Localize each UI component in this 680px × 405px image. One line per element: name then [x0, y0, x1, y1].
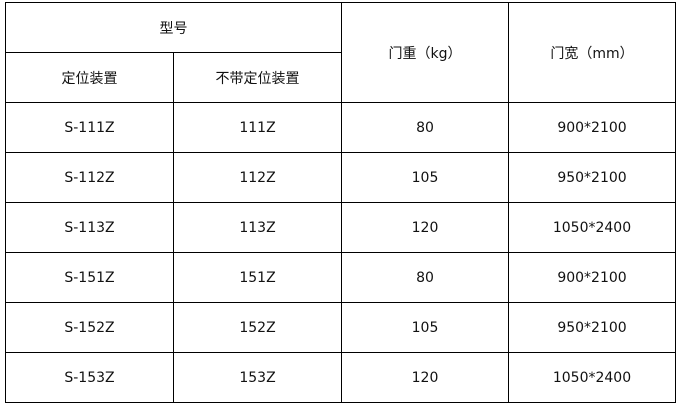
- table-row: S-112Z 112Z 105 950*2100: [5, 152, 676, 203]
- cell-door-weight: 80: [341, 102, 509, 153]
- header-door-width: 门宽（mm）: [508, 2, 676, 103]
- cell-with-positioning: S-153Z: [5, 352, 174, 403]
- header-with-positioning: 定位装置: [5, 52, 174, 103]
- table-row: S-111Z 111Z 80 900*2100: [5, 102, 676, 153]
- table-row: S-151Z 151Z 80 900*2100: [5, 252, 676, 303]
- cell-door-width: 900*2100: [508, 102, 676, 153]
- table-row: S-152Z 152Z 105 950*2100: [5, 302, 676, 353]
- cell-door-width: 1050*2400: [508, 202, 676, 253]
- header-model: 型号: [5, 2, 342, 53]
- cell-door-weight: 105: [341, 302, 509, 353]
- table-row: S-113Z 113Z 120 1050*2400: [5, 202, 676, 253]
- cell-with-positioning: S-111Z: [5, 102, 174, 153]
- cell-door-weight: 105: [341, 152, 509, 203]
- header-door-weight: 门重（kg）: [341, 2, 509, 103]
- cell-door-width: 950*2100: [508, 152, 676, 203]
- cell-without-positioning: 113Z: [173, 202, 342, 253]
- cell-with-positioning: S-113Z: [5, 202, 174, 253]
- cell-door-weight: 80: [341, 252, 509, 303]
- cell-with-positioning: S-112Z: [5, 152, 174, 203]
- header-row: 型号 门重（kg） 门宽（mm）: [5, 2, 676, 103]
- cell-without-positioning: 111Z: [173, 102, 342, 153]
- cell-with-positioning: S-152Z: [5, 302, 174, 353]
- cell-door-weight: 120: [341, 202, 509, 253]
- cell-without-positioning: 153Z: [173, 352, 342, 403]
- cell-door-width: 900*2100: [508, 252, 676, 303]
- header-without-positioning: 不带定位装置: [173, 52, 342, 103]
- cell-without-positioning: 152Z: [173, 302, 342, 353]
- cell-door-weight: 120: [341, 352, 509, 403]
- table-row: S-153Z 153Z 120 1050*2400: [5, 352, 676, 403]
- cell-with-positioning: S-151Z: [5, 252, 174, 303]
- cell-door-width: 1050*2400: [508, 352, 676, 403]
- cell-door-width: 950*2100: [508, 302, 676, 353]
- subheader-row: 定位装置 不带定位装置: [5, 52, 676, 103]
- cell-without-positioning: 112Z: [173, 152, 342, 203]
- cell-without-positioning: 151Z: [173, 252, 342, 303]
- door-spec-table: 型号 门重（kg） 门宽（mm） 定位装置 不带定位装置 S-111Z 111Z 8…: [5, 2, 676, 403]
